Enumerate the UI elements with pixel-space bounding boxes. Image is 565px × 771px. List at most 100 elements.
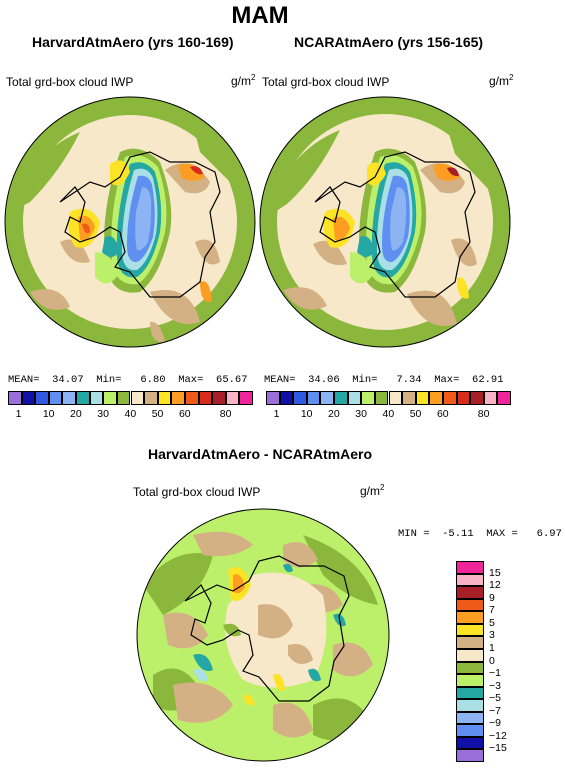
difference-colorbar-cell [456,724,484,737]
polar-map-left [4,96,256,348]
colorbar-cell [266,391,280,405]
colorbar-tick-label: 1 [15,408,22,420]
colorbar-cell [130,391,145,405]
difference-colorbar-tick-label: −12 [489,729,507,742]
colorbar-tick-label: 50 [409,408,422,420]
difference-colorbar-cell [456,561,484,574]
colorbar-tick-label: 40 [382,408,395,420]
panel-left-units: g/m2 [231,73,256,88]
difference-title: HarvardAtmAero - NCARAtmAero [148,446,373,462]
difference-colorbar-cell [456,586,484,599]
season-title: MAM [231,2,289,29]
colorbar-cell [279,391,294,405]
difference-colorbar-cell [456,736,484,750]
colorbar-cell [347,391,362,405]
colorbar-tick-label: 30 [97,408,109,420]
difference-colorbar-tick-label: 9 [489,591,495,604]
colorbar-cell [415,391,430,405]
difference-stats: MIN = -5.11 MAX = 6.97 [398,528,562,540]
difference-variable: Total grd-box cloud IWP [133,485,261,499]
difference-colorbar-tick-label: 7 [489,604,495,617]
difference-colorbar-tick-label: −9 [489,717,501,730]
colorbar-cell [239,391,253,405]
difference-colorbar-cell [456,623,484,637]
colorbar-tick-label: 80 [477,408,490,420]
difference-colorbar-cell [456,674,484,687]
colorbar-cell [483,391,498,405]
difference-colorbar-tick-label: 12 [489,579,501,592]
colorbar-cell [184,391,199,405]
difference-colorbar-cell [456,749,484,762]
colorbar-cell [8,391,22,405]
colorbar-cell [293,391,307,405]
colorbar-left [8,391,253,405]
colorbar-tick-label: 30 [355,408,367,420]
colorbar-cell [388,391,403,405]
panel-right-units: g/m2 [489,73,514,88]
difference-colorbar-tick-label: 15 [489,566,501,579]
colorbar-tick-label: 40 [124,408,137,420]
difference-colorbar-cell [456,598,484,612]
difference-colorbar-tick-label: −1 [489,667,501,680]
difference-colorbar-tick-label: −15 [489,742,507,755]
difference-units: g/m2 [360,483,385,498]
colorbar-cell [157,391,172,405]
colorbar-cell [429,391,443,405]
difference-colorbar-tick-label: 1 [489,641,495,654]
colorbar-cell [470,391,484,405]
colorbar-cell [89,391,104,405]
difference-colorbar-cell [456,648,484,662]
panel-left-variable: Total grd-box cloud IWP [6,75,134,89]
difference-colorbar-cell [456,686,484,700]
colorbar-cell [225,391,240,405]
colorbar-cell [320,391,335,405]
difference-colorbar-cell [456,573,484,587]
colorbar-tick-label: 1 [273,408,280,420]
colorbar-cell [116,391,131,405]
difference-colorbar-tick-label: 5 [489,616,495,629]
colorbar-cell [35,391,49,405]
difference-colorbar-tick-label: −7 [489,704,501,717]
colorbar-right-ticks: 1 10 20 30 40 50 60 80 [266,408,511,422]
colorbar-cell [171,391,185,405]
colorbar-cell [48,391,63,405]
colorbar-cell [76,391,90,405]
polar-map-right [259,96,511,348]
colorbar-cell [103,391,117,405]
colorbar-cell [497,391,511,405]
colorbar-cell [306,391,321,405]
colorbar-cell [334,391,348,405]
difference-colorbar [456,561,484,762]
panel-right-stats: MEAN= 34.06 Min= 7.34 Max= 62.91 [264,374,504,386]
colorbar-right [266,391,511,405]
difference-colorbar-tick-label: 0 [489,654,495,667]
colorbar-tick-label: 60 [436,408,449,420]
difference-colorbar-ticks: 15 12 9 7 5 3 1 0 −1 −3 −5 −7 −9 −12 −15 [489,561,539,762]
difference-colorbar-cell [456,611,484,624]
colorbar-cell [144,391,158,405]
colorbar-cell [62,391,77,405]
panel-left-title: HarvardAtmAero (yrs 160-169) [32,34,234,50]
colorbar-tick-label: 50 [151,408,164,420]
difference-colorbar-tick-label: −3 [489,679,501,692]
colorbar-left-ticks: 1 10 20 30 40 50 60 80 [8,408,253,422]
polar-map-difference [136,508,390,762]
difference-colorbar-cell [456,711,484,725]
colorbar-cell [21,391,36,405]
colorbar-cell [442,391,457,405]
colorbar-tick-label: 60 [178,408,191,420]
panel-right-title: NCARAtmAero (yrs 156-165) [294,34,484,50]
difference-colorbar-cell [456,661,484,675]
panel-left-stats: MEAN= 34.07 Min= 6.80 Max= 65.67 [8,374,248,386]
colorbar-cell [198,391,213,405]
colorbar-tick-label: 20 [70,408,82,420]
panel-right-variable: Total grd-box cloud IWP [262,75,390,89]
colorbar-cell [361,391,375,405]
colorbar-cell [374,391,389,405]
difference-colorbar-tick-label: 3 [489,629,495,642]
difference-colorbar-cell [456,699,484,712]
colorbar-cell [456,391,471,405]
difference-colorbar-tick-label: −5 [489,692,501,705]
colorbar-cell [402,391,416,405]
colorbar-tick-label: 10 [42,408,55,420]
